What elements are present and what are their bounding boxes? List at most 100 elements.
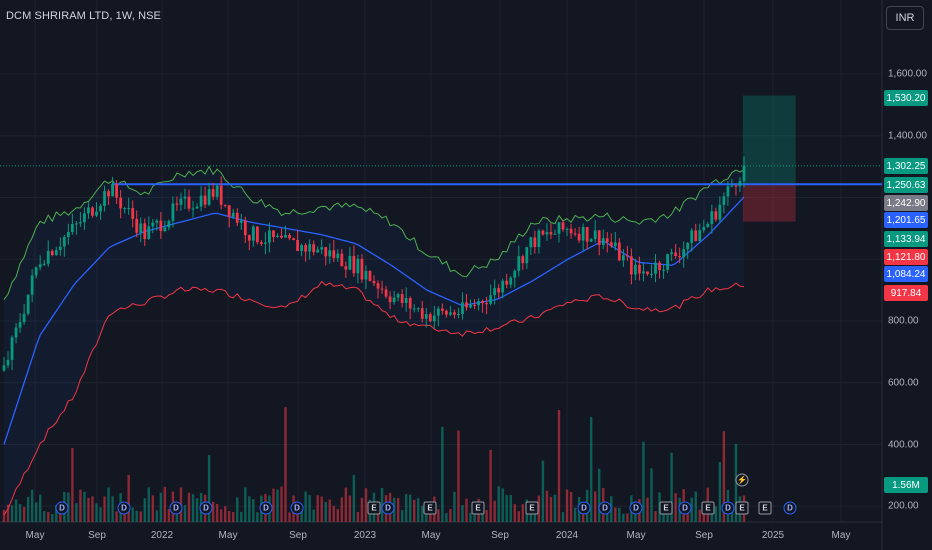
volume-bar [272, 488, 275, 522]
price-badge: 1,250.63 [884, 177, 928, 193]
candle-body [304, 245, 308, 252]
volume-bar [626, 513, 629, 522]
candle-body [251, 226, 255, 241]
candle-body [272, 230, 275, 237]
volume-bar [553, 494, 557, 522]
dividend-marker[interactable]: D [381, 501, 395, 515]
earnings-marker[interactable]: E [701, 501, 715, 515]
volume-bar [465, 498, 468, 522]
candle-body [734, 185, 738, 187]
candle-body [553, 233, 557, 235]
volume-bar [400, 510, 404, 522]
earnings-marker[interactable]: E [525, 501, 539, 515]
candle-body [384, 289, 388, 297]
candle-body [348, 255, 352, 270]
split-marker[interactable]: ⚡ [735, 473, 749, 487]
candle-body [211, 189, 215, 197]
dividend-marker[interactable]: D [199, 501, 213, 515]
volume-bar [75, 503, 78, 522]
volume-bar [589, 416, 593, 522]
candle-body [175, 203, 179, 205]
candle-body [183, 196, 187, 199]
price-tick-label: 200.00 [888, 500, 919, 512]
volume-bar [710, 508, 714, 522]
volume-bar [521, 504, 525, 522]
candle-body [513, 270, 517, 278]
earnings-marker[interactable]: E [367, 501, 381, 515]
volume-bar [674, 493, 677, 522]
candle-body [195, 206, 199, 209]
dividend-marker[interactable]: D [577, 501, 591, 515]
candle-body [70, 224, 74, 233]
volume-bar [87, 497, 90, 522]
candle-body [658, 262, 661, 271]
candle-body [549, 232, 553, 235]
volume-bar [34, 502, 38, 522]
dividend-marker[interactable]: D [721, 501, 735, 515]
candle-body [585, 227, 589, 242]
candle-body [738, 181, 742, 187]
candle-body [115, 184, 119, 198]
volume-bar [545, 490, 549, 522]
currency-selector[interactable]: INR [886, 6, 924, 30]
earnings-marker[interactable]: E [659, 501, 673, 515]
volume-bar [300, 510, 303, 522]
dividend-marker[interactable]: D [169, 501, 183, 515]
volume-bar [312, 509, 315, 522]
volume-bar [131, 507, 134, 522]
volume-bar [453, 491, 456, 522]
candle-body [573, 233, 577, 235]
candle-body [662, 269, 665, 271]
dividend-marker[interactable]: D [55, 501, 69, 515]
candle-body [147, 226, 151, 239]
volume-bar [22, 506, 26, 522]
candle-body [288, 235, 291, 239]
volume-bar [573, 507, 577, 522]
earnings-marker[interactable]: E [758, 501, 772, 515]
candle-body [565, 228, 569, 230]
price-badge: 1,530.20 [884, 90, 928, 106]
price-tick-label: 400.00 [888, 439, 919, 450]
dividend-marker[interactable]: D [290, 501, 304, 515]
dividend-marker[interactable]: D [678, 501, 692, 515]
earnings-marker[interactable]: E [471, 501, 485, 515]
candle-body [634, 264, 637, 275]
volume-bar [445, 513, 448, 522]
dividend-marker[interactable]: D [629, 501, 643, 515]
dividend-marker[interactable]: D [259, 501, 273, 515]
volume-bar [107, 487, 110, 522]
candle-body [380, 288, 384, 290]
earnings-marker[interactable]: E [423, 501, 437, 515]
candle-body [412, 308, 416, 310]
volume-bar [722, 431, 726, 522]
volume-bar [396, 498, 400, 522]
volume-bar [55, 505, 58, 522]
volume-bar [425, 511, 428, 522]
volume-bar [441, 426, 444, 522]
time-tick-label: 2024 [555, 530, 579, 541]
volume-bar [417, 498, 420, 522]
dividend-marker[interactable]: D [117, 501, 131, 515]
candle-body [646, 271, 649, 275]
candle-body [625, 255, 629, 257]
candle-body [388, 296, 392, 303]
volume-bar [618, 507, 621, 522]
candle-body [30, 275, 34, 295]
volume-bar [232, 512, 235, 522]
candle-body [34, 267, 38, 276]
volume-bar [163, 486, 167, 522]
candle-body [400, 294, 404, 303]
candle-body [654, 262, 657, 274]
bollinger-lower-line [3, 280, 745, 516]
time-tick-label: 2025 [761, 530, 785, 541]
candle-body [91, 207, 94, 216]
price-badge: 1,242.90 [884, 195, 928, 211]
dividend-marker[interactable]: D [783, 501, 797, 515]
volume-bar [159, 492, 163, 522]
candle-body [557, 222, 561, 234]
earnings-marker[interactable]: E [735, 501, 749, 515]
candle-body [424, 314, 428, 319]
dividend-marker[interactable]: D [598, 501, 612, 515]
candle-body [26, 294, 30, 314]
